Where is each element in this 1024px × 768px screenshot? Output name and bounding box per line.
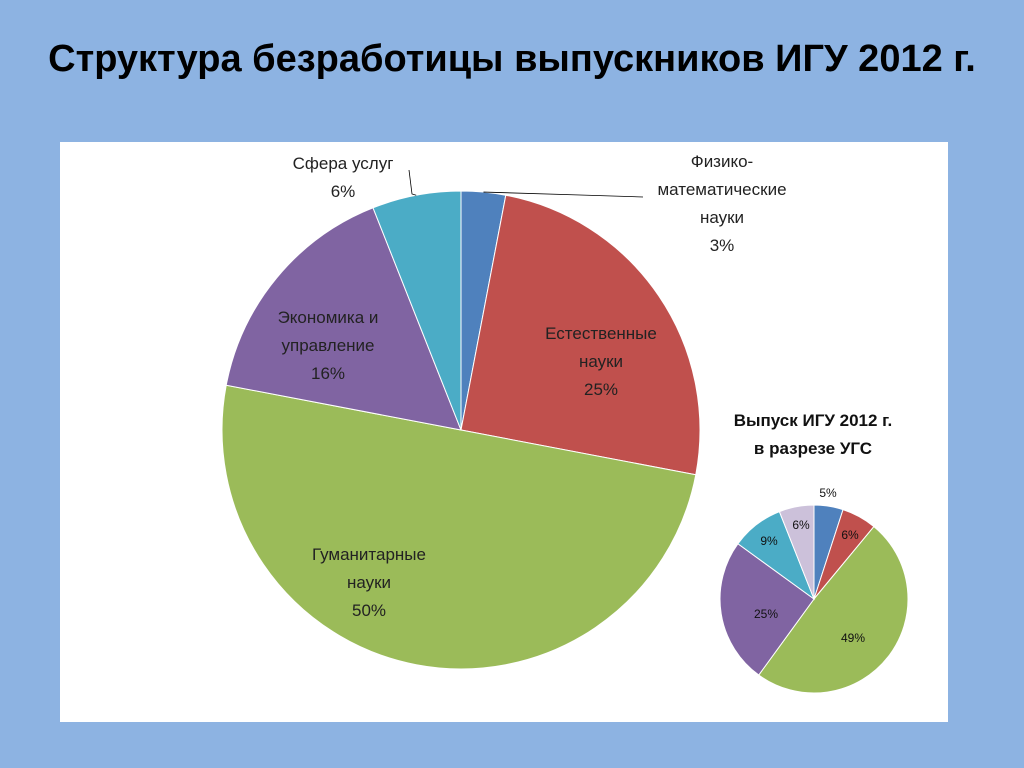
- data-label-line: науки: [700, 208, 744, 227]
- small-data-label: 49%: [841, 631, 865, 645]
- charts-canvas: Физико-математические науки 3% Естественные…: [221, 152, 909, 694]
- data-label-line: Сфера услуг: [293, 154, 394, 173]
- small-data-label: 6%: [841, 528, 859, 542]
- small-data-label: 5%: [819, 486, 837, 500]
- data-label-line: математические: [657, 180, 786, 199]
- data-label-line: 16%: [311, 364, 345, 383]
- data-label: Сфера услуг 6%: [293, 154, 394, 201]
- pie-slice: [225, 207, 462, 431]
- small-pie-slice: [758, 525, 909, 694]
- pie-slice: [460, 194, 701, 476]
- data-label: Экономика и управление 16%: [278, 308, 379, 383]
- data-label: Гуманитарные науки 50%: [312, 545, 426, 620]
- small-chart-title-line: в разрезе УГС: [754, 439, 872, 458]
- data-label-line: 25%: [584, 380, 618, 399]
- data-label-line: Естественные: [545, 324, 657, 343]
- pie-slice: [221, 384, 697, 670]
- data-label-line: науки: [347, 573, 391, 592]
- data-label-line: 50%: [352, 601, 386, 620]
- data-label: Физико-математические науки 3%: [657, 152, 786, 255]
- data-label-line: 3%: [710, 236, 735, 255]
- data-label-line: 6%: [331, 182, 356, 201]
- small-pie-slice: [719, 543, 815, 676]
- chart-panel: Физико-математические науки 3% Естественные…: [60, 142, 948, 722]
- slide-title: Структура безработицы выпускников ИГУ 20…: [48, 38, 976, 80]
- small-data-label: 25%: [754, 607, 778, 621]
- leader-line: [408, 169, 417, 196]
- data-label-line: управление: [282, 336, 375, 355]
- pie-slice: [372, 190, 462, 431]
- small-data-label: 9%: [760, 534, 778, 548]
- data-label-line: Гуманитарные: [312, 545, 426, 564]
- data-label-line: Физико-: [691, 152, 753, 171]
- data-label: Естественные науки 25%: [545, 324, 657, 399]
- small-pie-slice: [778, 504, 815, 600]
- data-label-line: Экономика и: [278, 308, 379, 327]
- small-chart-title: Выпуск ИГУ 2012 г. в разрезе УГС: [734, 411, 893, 458]
- leader-line: [483, 191, 644, 198]
- data-label-line: науки: [579, 352, 623, 371]
- small-chart-title-line: Выпуск ИГУ 2012 г.: [734, 411, 893, 430]
- small-data-label: 6%: [792, 518, 810, 532]
